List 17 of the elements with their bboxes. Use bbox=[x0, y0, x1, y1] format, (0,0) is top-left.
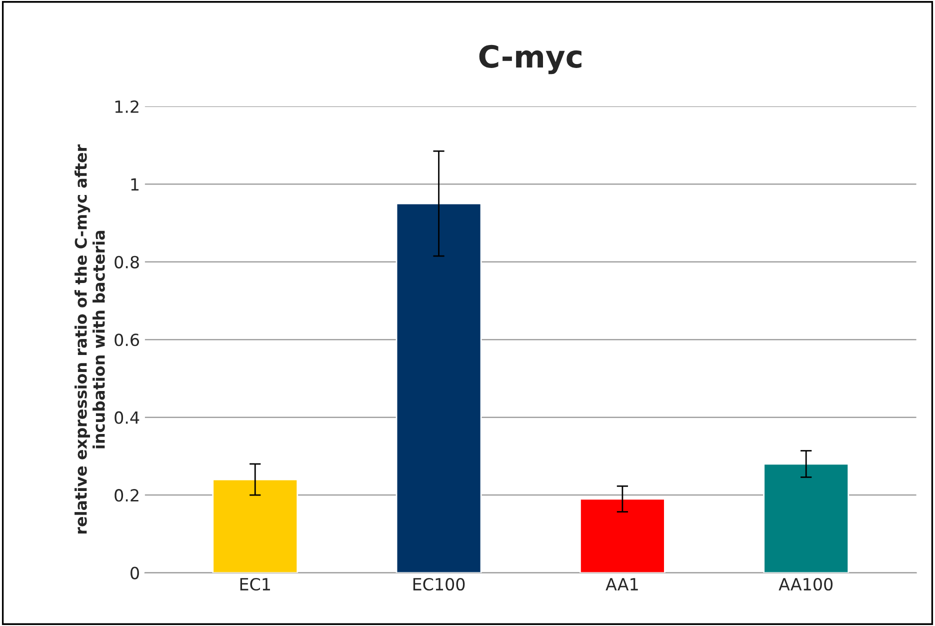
bar bbox=[212, 478, 298, 573]
bar bbox=[396, 202, 482, 573]
bar bbox=[763, 463, 850, 573]
x-tick-label: EC100 bbox=[413, 578, 465, 591]
x-tick-label: EC1 bbox=[240, 578, 270, 591]
y-axis-title: relative expression ratio of the C-myc after incubation with bacteria bbox=[74, 144, 105, 534]
y-tick-label: 0.8 bbox=[114, 256, 139, 268]
x-tick-label: AA1 bbox=[606, 578, 638, 590]
chart-title: C-myc bbox=[479, 44, 582, 74]
y-tick-label: 1 bbox=[131, 178, 139, 190]
bar bbox=[580, 498, 666, 573]
y-tick-label: 0.2 bbox=[114, 489, 138, 502]
y-tick-label: 0 bbox=[130, 566, 139, 580]
y-tick-label: 1.2 bbox=[115, 100, 138, 113]
y-tick-label: 0.6 bbox=[114, 334, 140, 346]
y-tick-label: 0.4 bbox=[114, 411, 140, 424]
x-tick-label: AA100 bbox=[778, 578, 833, 591]
